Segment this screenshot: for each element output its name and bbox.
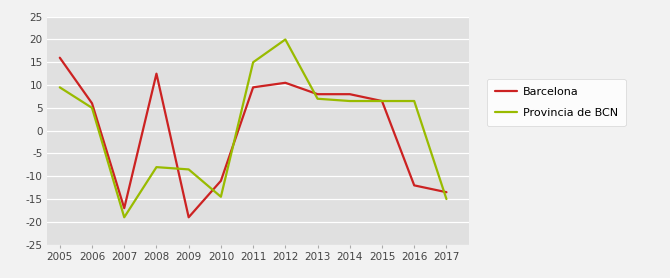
- Provincia de BCN: [346, 99, 354, 103]
- Provincia de BCN: [56, 86, 64, 89]
- Line: Barcelona: Barcelona: [60, 58, 446, 217]
- Barcelona: [378, 99, 386, 103]
- Barcelona: [281, 81, 289, 85]
- Provincia de BCN: [378, 99, 386, 103]
- Barcelona: [314, 93, 322, 96]
- Barcelona: [442, 190, 450, 194]
- Provincia de BCN: [153, 165, 161, 169]
- Barcelona: [217, 179, 225, 182]
- Barcelona: [56, 56, 64, 59]
- Provincia de BCN: [442, 197, 450, 201]
- Barcelona: [120, 207, 128, 210]
- Provincia de BCN: [88, 106, 96, 110]
- Provincia de BCN: [281, 38, 289, 41]
- Barcelona: [185, 216, 193, 219]
- Barcelona: [346, 93, 354, 96]
- Provincia de BCN: [314, 97, 322, 100]
- Provincia de BCN: [185, 168, 193, 171]
- Legend: Barcelona, Provincia de BCN: Barcelona, Provincia de BCN: [487, 79, 626, 126]
- Provincia de BCN: [217, 195, 225, 198]
- Barcelona: [410, 184, 418, 187]
- Provincia de BCN: [410, 99, 418, 103]
- Barcelona: [249, 86, 257, 89]
- Provincia de BCN: [120, 216, 128, 219]
- Barcelona: [153, 72, 161, 75]
- Provincia de BCN: [249, 61, 257, 64]
- Barcelona: [88, 102, 96, 105]
- Line: Provincia de BCN: Provincia de BCN: [60, 39, 446, 217]
